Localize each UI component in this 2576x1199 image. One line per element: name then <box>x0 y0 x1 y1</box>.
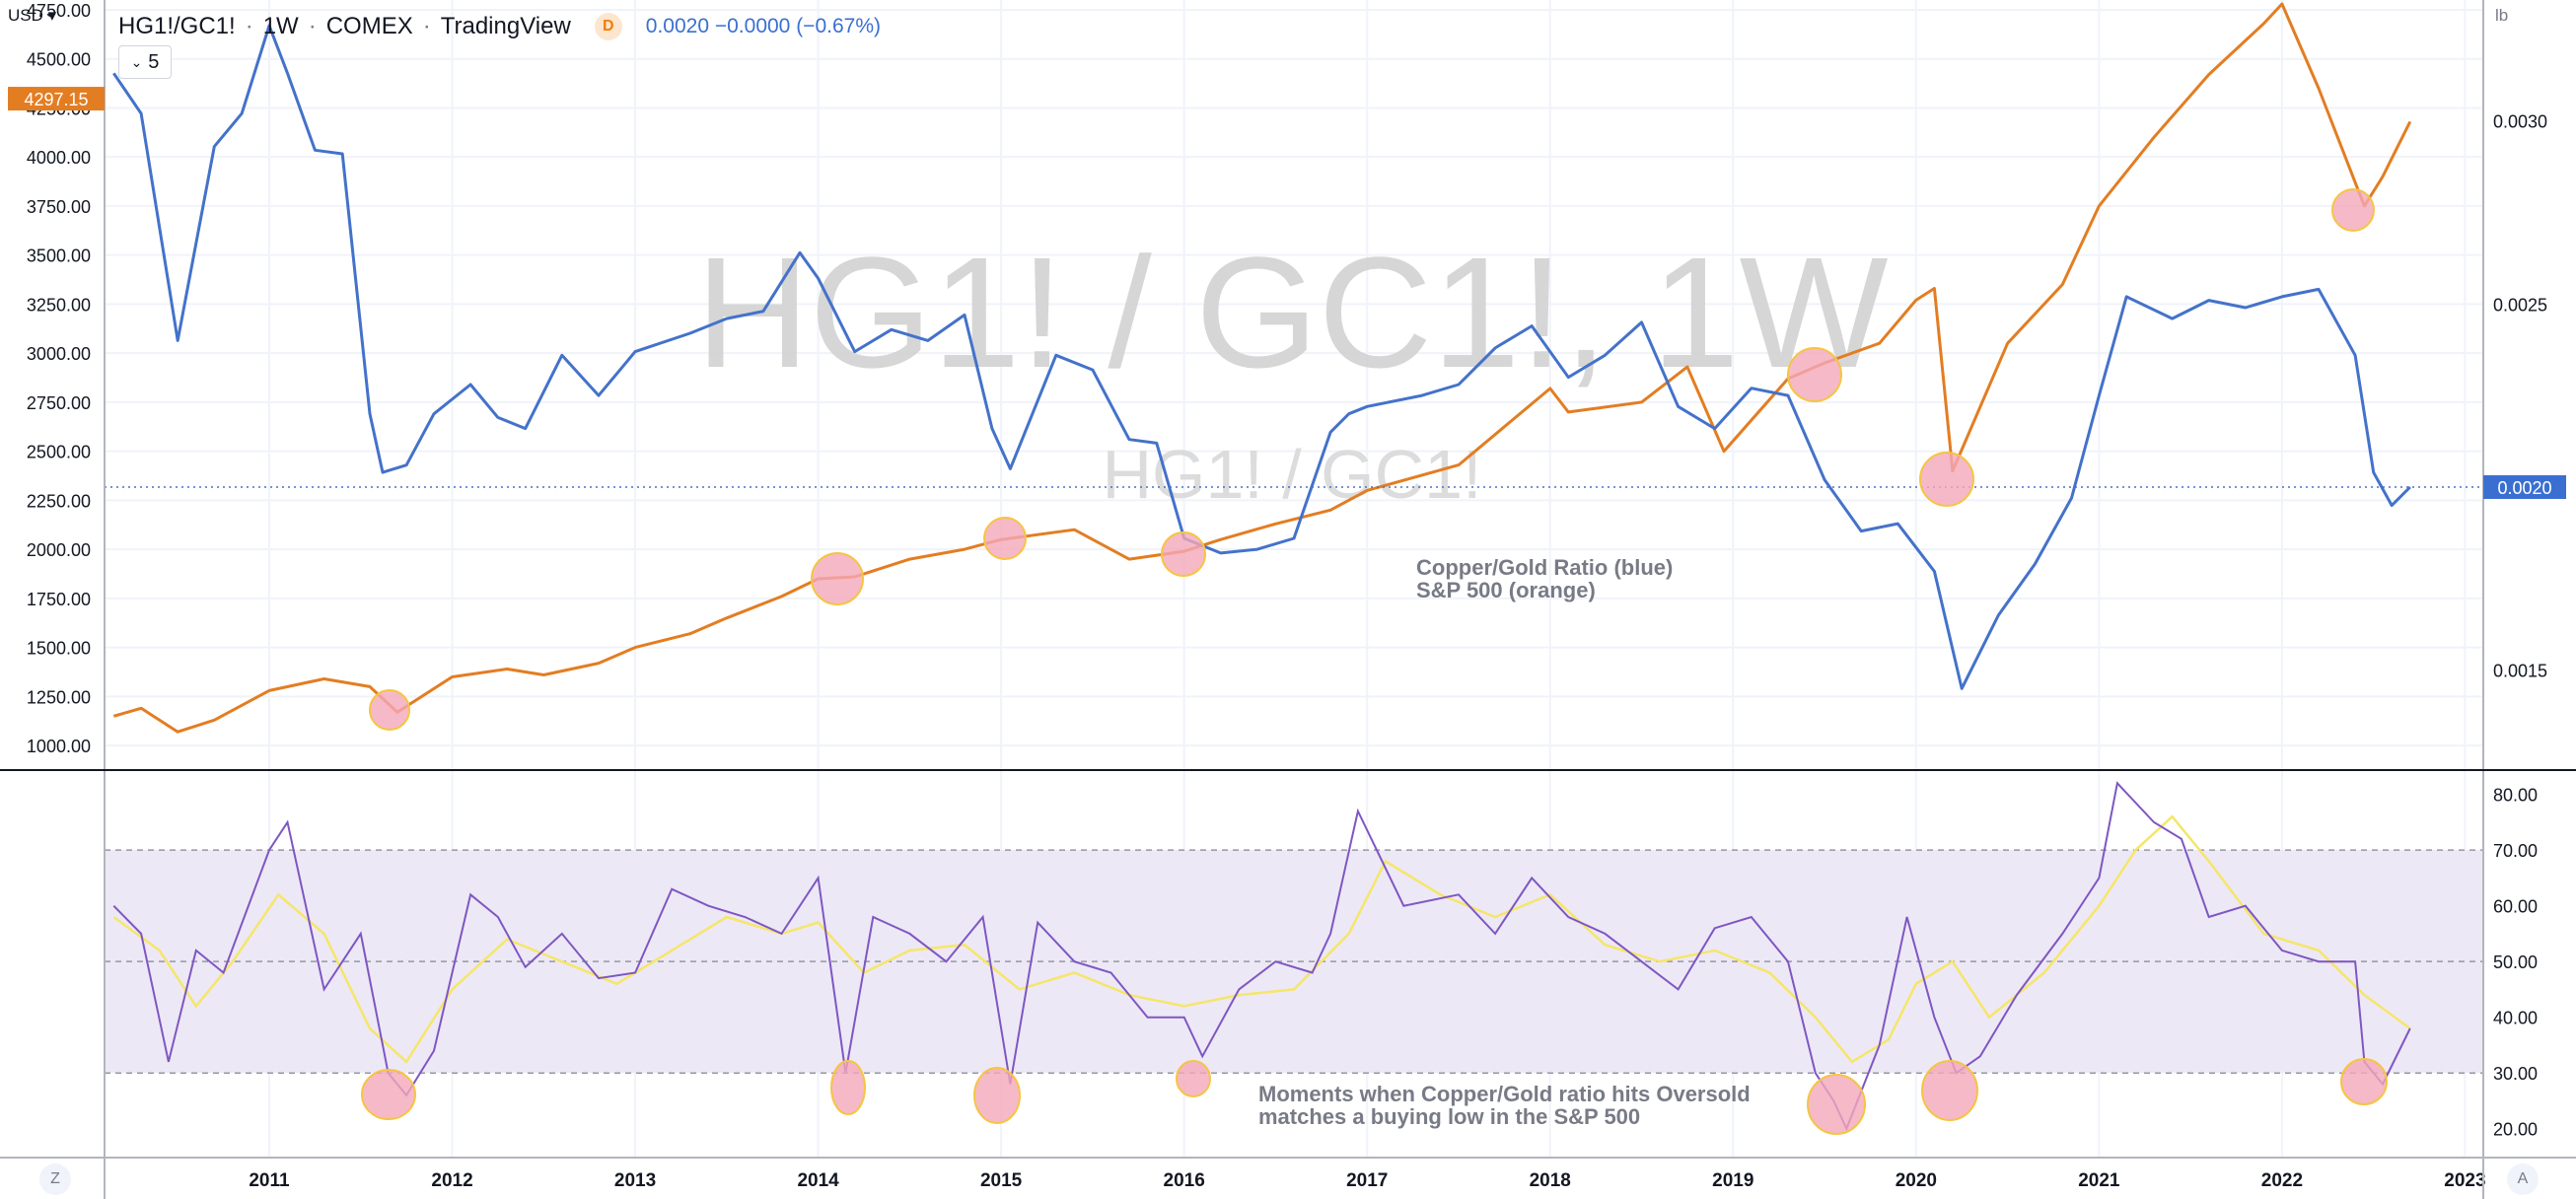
rsi-tick-label: 50.00 <box>2493 952 2538 972</box>
x-tick-label: 2019 <box>1712 1170 1753 1191</box>
quote-value: 0.0020 −0.0000 (−0.67%) <box>645 15 881 37</box>
highlight-circle-rsi <box>973 1067 1021 1124</box>
left-tick-label: 1750.00 <box>27 590 91 609</box>
delayed-badge[interactable]: D <box>594 13 622 40</box>
left-tick-label: 2750.00 <box>27 393 91 413</box>
highlight-circle <box>1161 531 1206 577</box>
highlight-circle <box>811 552 864 605</box>
x-tick-label: 2012 <box>431 1170 472 1191</box>
x-tick-label: 2022 <box>2261 1170 2303 1191</box>
right-tick-label: 0.0030 <box>2493 112 2547 132</box>
left-tick-label: 4500.00 <box>27 50 91 70</box>
sp500-line <box>112 2 2412 734</box>
x-tick-label: 2020 <box>1896 1170 1937 1191</box>
left-tick-label: 3000.00 <box>27 344 91 364</box>
copper-gold-ratio-line <box>112 24 2411 690</box>
rsi-line <box>112 781 2411 1132</box>
x-tick-label: 2017 <box>1346 1170 1388 1191</box>
highlight-circle <box>1787 347 1842 402</box>
x-tick-label: 2021 <box>2078 1170 2120 1191</box>
highlight-circle <box>2331 188 2375 232</box>
source-label: TradingView <box>440 13 571 39</box>
auto-scale-button[interactable]: A <box>2507 1164 2539 1195</box>
chart-header: HG1!/GC1! · 1W · COMEX · TradingView D 0… <box>118 13 881 40</box>
rsi-tick-label: 70.00 <box>2493 841 2538 861</box>
rsi-tick-label: 80.00 <box>2493 786 2538 806</box>
left-tick-label: 1000.00 <box>27 737 91 756</box>
highlight-circle-rsi <box>2340 1058 2388 1105</box>
price-unit-label: lb <box>2495 6 2509 25</box>
x-tick-label: 2015 <box>980 1170 1023 1191</box>
left-tick-label: 3500.00 <box>27 247 91 266</box>
symbol-label[interactable]: HG1!/GC1! <box>118 13 236 39</box>
x-tick-label: 2014 <box>797 1170 839 1191</box>
watermark-large: HG1! / GC1!, 1W <box>695 224 1888 400</box>
right-last-value-badge <box>2483 475 2566 499</box>
left-tick-label: 3250.00 <box>27 295 91 315</box>
left-tick-label: 1250.00 <box>27 687 91 707</box>
highlight-circle <box>369 689 410 731</box>
left-tick-label: 2250.00 <box>27 491 91 511</box>
x-tick-label: 2023 <box>2444 1170 2485 1191</box>
right-tick-label: 0.0015 <box>2493 662 2547 681</box>
currency-selector[interactable]: USD ▾ <box>8 6 57 25</box>
x-tick-label: 2016 <box>1164 1170 1205 1191</box>
interval-label[interactable]: 1W <box>262 13 299 39</box>
annotation-line: S&P 500 (orange) <box>1416 578 1596 602</box>
highlight-circle-rsi <box>1176 1060 1211 1097</box>
rsi-annotation-line: matches a buying low in the S&P 500 <box>1258 1104 1640 1129</box>
left-tick-label: 1500.00 <box>27 639 91 659</box>
left-last-value-badge <box>8 87 105 111</box>
highlight-circle-rsi <box>1807 1074 1866 1135</box>
right-last-value-text: 0.0020 <box>2497 478 2551 498</box>
x-tick-label: 2011 <box>249 1170 290 1191</box>
indicators-toggle-button[interactable]: ⌄ 5 <box>118 45 172 79</box>
rsi-tick-label: 30.00 <box>2493 1064 2538 1084</box>
left-tick-label: 4000.00 <box>27 148 91 168</box>
left-tick-label: 4750.00 <box>27 1 91 21</box>
exchange-label: COMEX <box>325 13 413 39</box>
highlight-circle-rsi <box>361 1069 416 1120</box>
highlight-circle <box>1919 452 1974 507</box>
rsi-tick-label: 60.00 <box>2493 897 2538 917</box>
rsi-annotation-line: Moments when Copper/Gold ratio hits Over… <box>1258 1082 1751 1106</box>
left-last-value-text: 4297.15 <box>24 90 88 109</box>
chevron-down-icon: ⌄ <box>130 53 143 70</box>
rsi-tick-label: 20.00 <box>2493 1120 2538 1140</box>
zoom-reset-button[interactable]: Z <box>39 1164 71 1195</box>
left-tick-label: 2000.00 <box>27 540 91 560</box>
rsi-ma-line <box>112 814 2411 1064</box>
highlight-circle-rsi <box>1921 1060 1978 1121</box>
left-tick-label: 2500.00 <box>27 443 91 462</box>
left-tick-label: 3750.00 <box>27 197 91 217</box>
rsi-tick-label: 40.00 <box>2493 1009 2538 1028</box>
annotation-line: Copper/Gold Ratio (blue) <box>1416 555 1673 580</box>
right-tick-label: 0.0025 <box>2493 295 2547 315</box>
highlight-circle-rsi <box>830 1060 866 1115</box>
x-tick-label: 2013 <box>614 1170 656 1191</box>
highlight-circle <box>983 517 1027 560</box>
x-tick-label: 2018 <box>1530 1170 1571 1191</box>
